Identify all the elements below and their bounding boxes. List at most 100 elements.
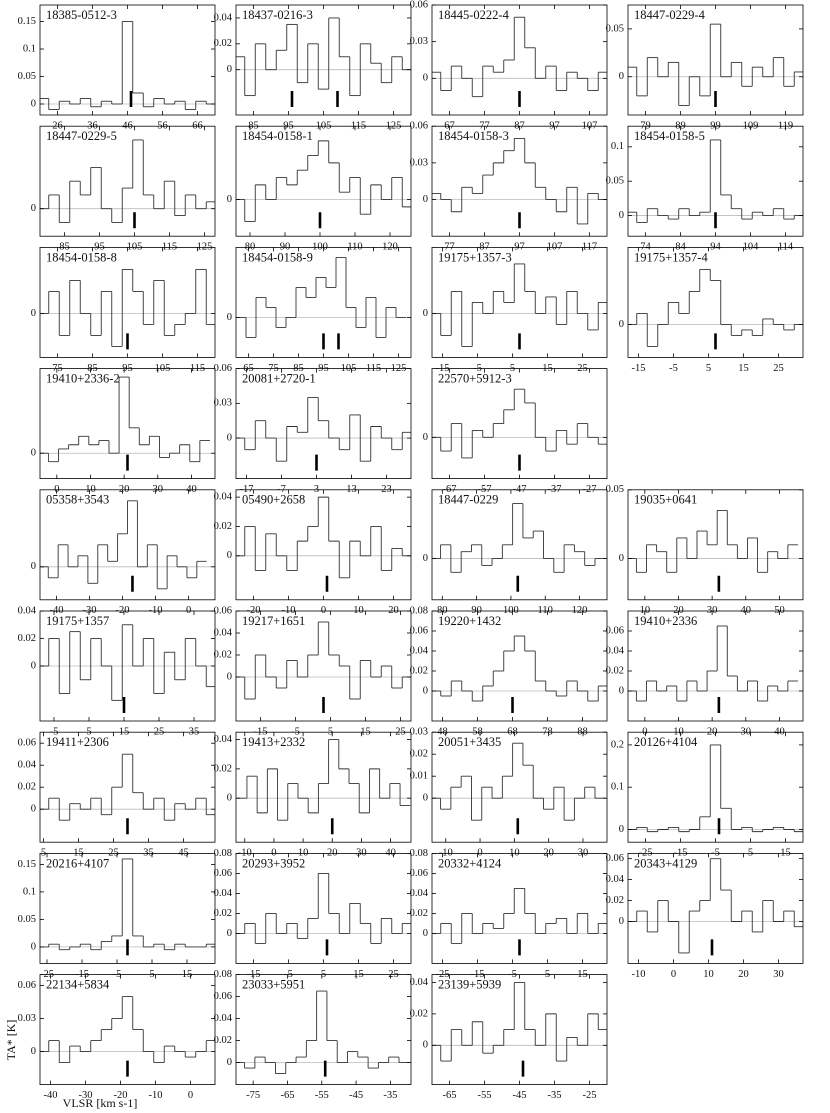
plot-area (40, 858, 215, 956)
y-tick-label: 0 (423, 928, 428, 939)
step-risers (244, 991, 400, 1074)
x-tick-label: -65 (280, 1090, 294, 1101)
panel: 0 0.02 0.04 0.06 -10 0 10 20 30 20343+4129 (606, 853, 804, 980)
y-tick-label: 0 (31, 203, 36, 214)
panel-frame (235, 125, 412, 237)
plot-area (236, 739, 411, 835)
y-tick-label: 0.04 (214, 734, 233, 745)
y-tick-label: 0.04 (18, 760, 37, 771)
y-tick-label: 0.02 (214, 763, 232, 774)
y-tick-label: 0.1 (23, 886, 36, 897)
step-risers (440, 263, 599, 347)
panel-title: 05490+2658 (242, 493, 305, 507)
x-tick-label: -45 (513, 1090, 527, 1101)
step-risers (440, 743, 596, 821)
y-tick-label: 0.03 (18, 1013, 36, 1024)
x-tick-label: -35 (383, 1090, 397, 1101)
plot-area (40, 139, 215, 229)
y-tick-label: 0.05 (18, 71, 36, 82)
panel-title: 18437-0216-3 (242, 8, 313, 22)
x-tick-label: 0 (188, 1090, 193, 1101)
panel-title: 19413+2332 (242, 735, 305, 749)
step-risers (48, 858, 207, 950)
y-tick-label: 0 (227, 793, 232, 804)
panel-frame (627, 853, 804, 964)
panel-frame (235, 610, 412, 722)
panel-frame (431, 125, 608, 237)
panel-title: 19411+2306 (46, 735, 109, 749)
panel-frame (627, 610, 804, 722)
plot-area (628, 268, 803, 350)
panel-frame (627, 246, 804, 358)
plot-area (236, 17, 411, 107)
plot-area (236, 140, 411, 229)
panel-frame (39, 246, 216, 358)
panel-title: 19035+0641 (634, 493, 697, 507)
step-risers (48, 21, 207, 110)
step-risers (244, 873, 403, 944)
step-risers (636, 744, 795, 832)
panel-frame (431, 610, 608, 722)
panel-frame (39, 853, 216, 964)
plot-area (40, 376, 215, 471)
panel-title: 19410+2336-2 (46, 371, 120, 385)
panel: 0 0.03 0.06 -40 -30 -20 -10 0 22134+5834 (18, 974, 216, 1101)
step-risers (440, 982, 599, 1062)
y-tick-label: 0.02 (410, 665, 428, 676)
y-tick-label: 0.08 (410, 848, 428, 859)
panel-title: 19410+2336 (634, 614, 697, 628)
panel-frame (235, 489, 412, 601)
y-tick-label: 0.06 (410, 0, 428, 10)
x-tick-label: -75 (246, 1090, 260, 1101)
y-tick-label: 0.03 (410, 36, 428, 47)
plot-area (40, 500, 215, 592)
y-tick-label: 0 (619, 71, 624, 82)
plot-area (432, 982, 607, 1077)
plot-area (432, 16, 607, 107)
y-tick-label: 0 (227, 928, 232, 939)
panel-title: 20293+3952 (242, 856, 305, 870)
y-tick-label: 0 (619, 210, 624, 221)
y-tick-label: 0.06 (214, 991, 232, 1002)
panel-title: 22570+5912-3 (438, 371, 512, 385)
y-tick-label: 0 (227, 671, 232, 682)
panel-title: 18454-0158-3 (438, 129, 509, 143)
x-tick-label: -55 (478, 1090, 492, 1101)
x-tick-label: 10 (703, 969, 714, 980)
panel-title: 19220+1432 (438, 614, 501, 628)
y-tick-label: 0.02 (214, 649, 232, 660)
x-axis-label: VLSR [km s-1] (63, 1096, 138, 1110)
step-risers (440, 17, 599, 97)
x-tick-label: -55 (315, 1090, 329, 1101)
plot-area (628, 744, 803, 835)
step-risers (440, 636, 599, 701)
step-risers (48, 269, 207, 347)
plot-area (432, 635, 607, 713)
y-tick-label: 0.1 (23, 43, 36, 54)
panel-frame (39, 125, 216, 237)
y-tick-label: 0 (227, 1057, 232, 1068)
y-tick-label: 0 (31, 804, 36, 815)
x-tick-label: -45 (349, 1090, 363, 1101)
panel-title: 18385-0512-3 (46, 8, 117, 22)
panel-title: 20216+4107 (46, 856, 109, 870)
plot-area (236, 872, 411, 956)
x-tick-label: -10 (632, 969, 646, 980)
y-tick-label: 0.06 (18, 738, 36, 749)
x-tick-label: -25 (583, 1090, 597, 1101)
panel-frame (431, 489, 608, 601)
panel-title: 20081+2720-1 (242, 371, 316, 385)
y-tick-label: 0 (423, 685, 428, 696)
y-tick-label: 0 (619, 319, 624, 330)
y-tick-label: 0 (31, 1046, 36, 1057)
x-tick-label: -20 (114, 1090, 128, 1101)
y-tick-label: 0.15 (18, 859, 36, 870)
y-tick-label: 0.04 (214, 1013, 233, 1024)
panel-frame (235, 731, 412, 843)
